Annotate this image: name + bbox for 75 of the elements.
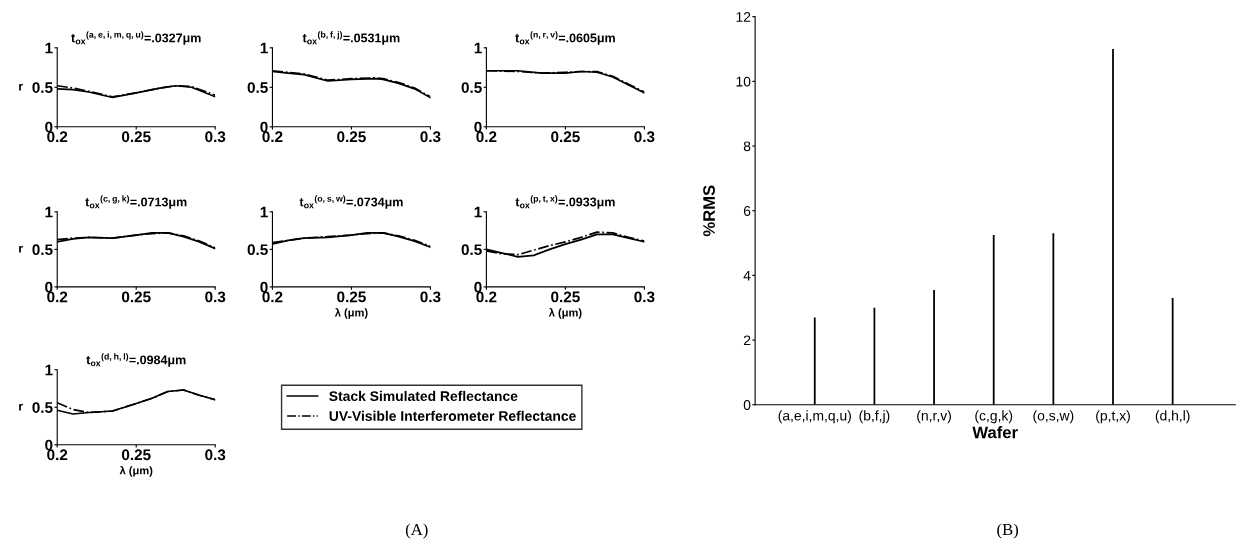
y-tick-label: 4 <box>743 270 751 281</box>
x-tick-label: 0.25 <box>337 131 366 143</box>
x-tick-label: 0.25 <box>551 291 580 303</box>
y-tick-label: 6 <box>743 206 751 216</box>
y-tick-label: 2 <box>743 335 751 346</box>
chart-title: t$_{ox}$$^{(a,e,i,m,q,u)}$=.0327μm <box>71 31 201 45</box>
y-tick-label: 0 <box>260 281 268 293</box>
y-tick-label: 0 <box>743 400 751 410</box>
x-tick-label: 0.3 <box>634 131 655 143</box>
y-tick-label: 8 <box>743 141 751 152</box>
y-tick-label: 0.5 <box>247 82 268 93</box>
y-tick-label: 1 <box>45 206 53 218</box>
chart-title: t$_{ox}$$^{(n,r,v)}$=.0605μm <box>515 31 615 45</box>
y-tick-label: 0 <box>260 121 268 133</box>
y-axis-title: %RMS <box>703 185 715 237</box>
legend-label: Stack Simulated Reflectance <box>329 390 518 402</box>
x-tick-label: 0.3 <box>205 449 226 461</box>
x-tick-label: 0.2 <box>476 291 497 303</box>
x-tick-label: 0.25 <box>121 131 151 143</box>
x-tick-label: (c,g,k) <box>975 410 1013 424</box>
x-tick-label: 0.3 <box>634 291 655 303</box>
x-tick-label: 0.2 <box>262 291 283 303</box>
x-tick-label: 0.2 <box>476 131 497 143</box>
x-tick-label: 0.25 <box>121 291 151 303</box>
x-tick-label: 0.25 <box>551 131 580 143</box>
y-tick-label: 0.5 <box>32 244 53 256</box>
y-tick-label: 0.5 <box>32 402 53 413</box>
x-tick-label: 0.3 <box>205 291 226 303</box>
chart-title: t$_{ox}$$^{(d,h,l)}$=.0984μm <box>86 353 186 367</box>
y-tick-label: 1 <box>474 42 482 54</box>
legend-label: UV-Visible Interferometer Reflectance <box>329 410 576 421</box>
x-tick-label: (o,s,w) <box>1033 410 1074 424</box>
x-tick-label: (p,t,x) <box>1096 410 1130 424</box>
x-tick-label: 0.3 <box>205 131 226 143</box>
y-tick-label: 1 <box>260 42 268 54</box>
y-axis-title: r <box>19 245 23 253</box>
x-tick-label: 0.2 <box>47 291 68 303</box>
x-tick-label: 0.2 <box>47 131 68 143</box>
x-tick-label: 0.2 <box>262 131 283 143</box>
x-tick-label: 0.25 <box>121 449 151 461</box>
x-tick-label: 0.3 <box>420 291 441 303</box>
y-tick-label: 1 <box>260 206 268 218</box>
x-tick-label: (d,h,l) <box>1155 410 1190 424</box>
text: (A) <box>405 523 428 539</box>
y-tick-label: 0 <box>45 439 53 451</box>
y-tick-label: 0 <box>45 121 53 133</box>
x-tick-label: (a,e,i,m,q,u) <box>778 410 851 424</box>
y-tick-label: 0 <box>474 121 482 133</box>
y-tick-label: 12 <box>736 12 751 22</box>
x-axis-title: λ (μm) <box>548 308 582 319</box>
y-tick-label: 0.5 <box>461 244 482 256</box>
y-axis-title: r <box>19 83 23 91</box>
y-tick-label: 0.5 <box>32 82 53 93</box>
y-tick-label: 0.5 <box>247 244 268 256</box>
x-tick-label: (n,r,v) <box>917 410 951 424</box>
x-axis-title: λ (μm) <box>334 308 368 319</box>
chart-title: t$_{ox}$$^{(p,t,x)}$=.0933μm <box>515 195 615 209</box>
y-tick-label: 0 <box>45 281 53 293</box>
x-axis-title: λ (μm) <box>119 465 153 477</box>
y-tick-label: 1 <box>45 364 53 376</box>
x-tick-label: (b,f,j) <box>859 410 890 424</box>
chart-title: t$_{ox}$$^{(b,f,j)}$=.0531μm <box>302 31 400 45</box>
x-tick-label: 0.3 <box>420 131 441 143</box>
y-axis-title: r <box>19 403 23 411</box>
text: (B) <box>997 523 1019 539</box>
x-tick-label: 0.25 <box>337 291 366 303</box>
chart-title: t$_{ox}$$^{(o,s,w)}$=.0734μm <box>299 195 403 209</box>
y-tick-label: 1 <box>474 206 482 218</box>
y-tick-label: 0 <box>474 281 482 293</box>
y-tick-label: 0.5 <box>461 82 482 93</box>
x-tick-label: 0.2 <box>47 449 68 461</box>
y-tick-label: 10 <box>736 76 751 87</box>
y-tick-label: 1 <box>45 42 53 54</box>
chart-title: t$_{ox}$$^{(c,g,k)}$=.0713μm <box>85 195 187 209</box>
x-axis-title: Wafer <box>972 426 1018 439</box>
